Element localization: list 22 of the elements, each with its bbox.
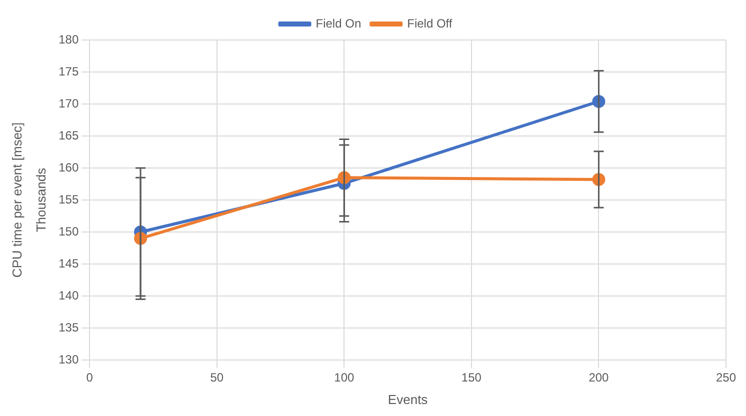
y-axis-title: CPU time per event [msec]	[9, 122, 24, 278]
legend-label: Field On	[316, 16, 362, 30]
x-axis-title: Events	[388, 392, 428, 407]
y-tick-label: 170	[58, 96, 79, 110]
x-tick-label: 150	[461, 370, 482, 385]
y-tick-label: 150	[58, 224, 79, 238]
y-tick-label: 145	[58, 256, 79, 270]
x-tick-label: 200	[588, 370, 610, 385]
y-tick-label: 175	[58, 64, 79, 78]
x-tick-label: 50	[210, 370, 224, 385]
y-tick-label: 180	[58, 32, 79, 46]
y-tick-label: 155	[58, 192, 79, 206]
legend-label: Field Off	[407, 16, 453, 30]
y-tick-label: 135	[58, 320, 79, 334]
y-tick-label: 160	[58, 160, 79, 174]
text: Thousands	[34, 167, 49, 232]
x-tick-label: 0	[86, 370, 94, 385]
x-tick-label: 100	[334, 370, 355, 385]
y-tick-label: 140	[58, 288, 79, 302]
x-tick-label: 250	[716, 370, 736, 385]
y-tick-label: 130	[58, 352, 79, 366]
y-tick-label: 165	[58, 128, 79, 142]
